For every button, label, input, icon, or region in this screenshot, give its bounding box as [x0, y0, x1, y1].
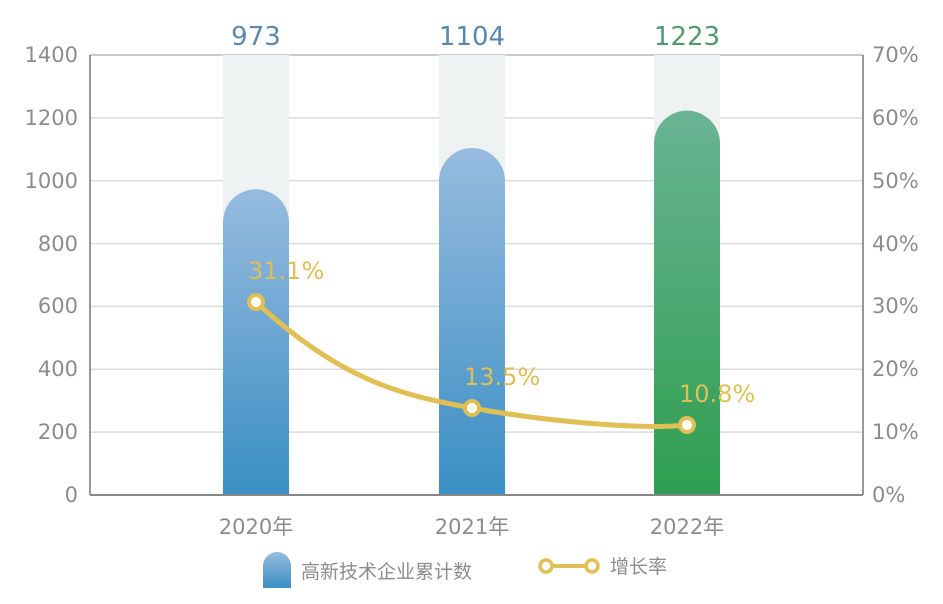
line-point[interactable]: [463, 399, 481, 417]
right-axis-tick: 60%: [872, 105, 919, 130]
line-swatch-icon: [538, 557, 600, 574]
rate-value-label: 13.5%: [464, 363, 541, 391]
category-label: 2021年: [434, 515, 510, 539]
line-point[interactable]: [678, 416, 696, 434]
bar-value-label: 973: [231, 22, 281, 52]
legend-item-line[interactable]: 增长率: [538, 552, 667, 579]
right-axis-tick: 10%: [872, 420, 919, 445]
right-axis-tick: 0%: [872, 483, 906, 507]
bar-series: [223, 55, 720, 496]
right-axis-tick: 70%: [872, 43, 919, 67]
rate-value-label: 31.1%: [248, 257, 325, 285]
left-axis-tick: 1400: [24, 43, 78, 67]
left-axis-tick: 1000: [24, 168, 78, 193]
left-axis-tick: 600: [37, 294, 78, 319]
legend-item-bar[interactable]: 高新技术企业累计数: [263, 552, 472, 588]
legend-line-label: 增长率: [610, 556, 668, 578]
right-axis-tick: 20%: [872, 357, 919, 382]
category-label: 2022年: [649, 515, 725, 539]
left-axis-tick: 1200: [24, 105, 78, 130]
bar-value-label: 1223: [653, 22, 721, 52]
left-axis-tick: 800: [37, 231, 78, 256]
bar[interactable]: [654, 110, 720, 496]
rate-value-label: 10.8%: [679, 380, 756, 408]
bar[interactable]: [223, 189, 289, 495]
left-axis-tick: 0: [64, 483, 78, 507]
bar-value-label: 1104: [438, 22, 506, 52]
right-axis-tick: 30%: [872, 294, 919, 319]
bar-swatch-icon: [263, 552, 291, 588]
bar[interactable]: [439, 148, 505, 496]
legend-bar-label: 高新技术企业累计数: [301, 560, 473, 583]
left-axis-tick: 200: [37, 420, 78, 445]
line-series: [247, 293, 696, 434]
left-axis-tick: 400: [37, 357, 78, 382]
right-axis-tick: 50%: [872, 168, 919, 193]
axes: [89, 55, 864, 496]
line-point[interactable]: [247, 293, 265, 311]
right-axis-tick: 40%: [872, 231, 919, 256]
category-label: 2020年: [218, 515, 294, 539]
